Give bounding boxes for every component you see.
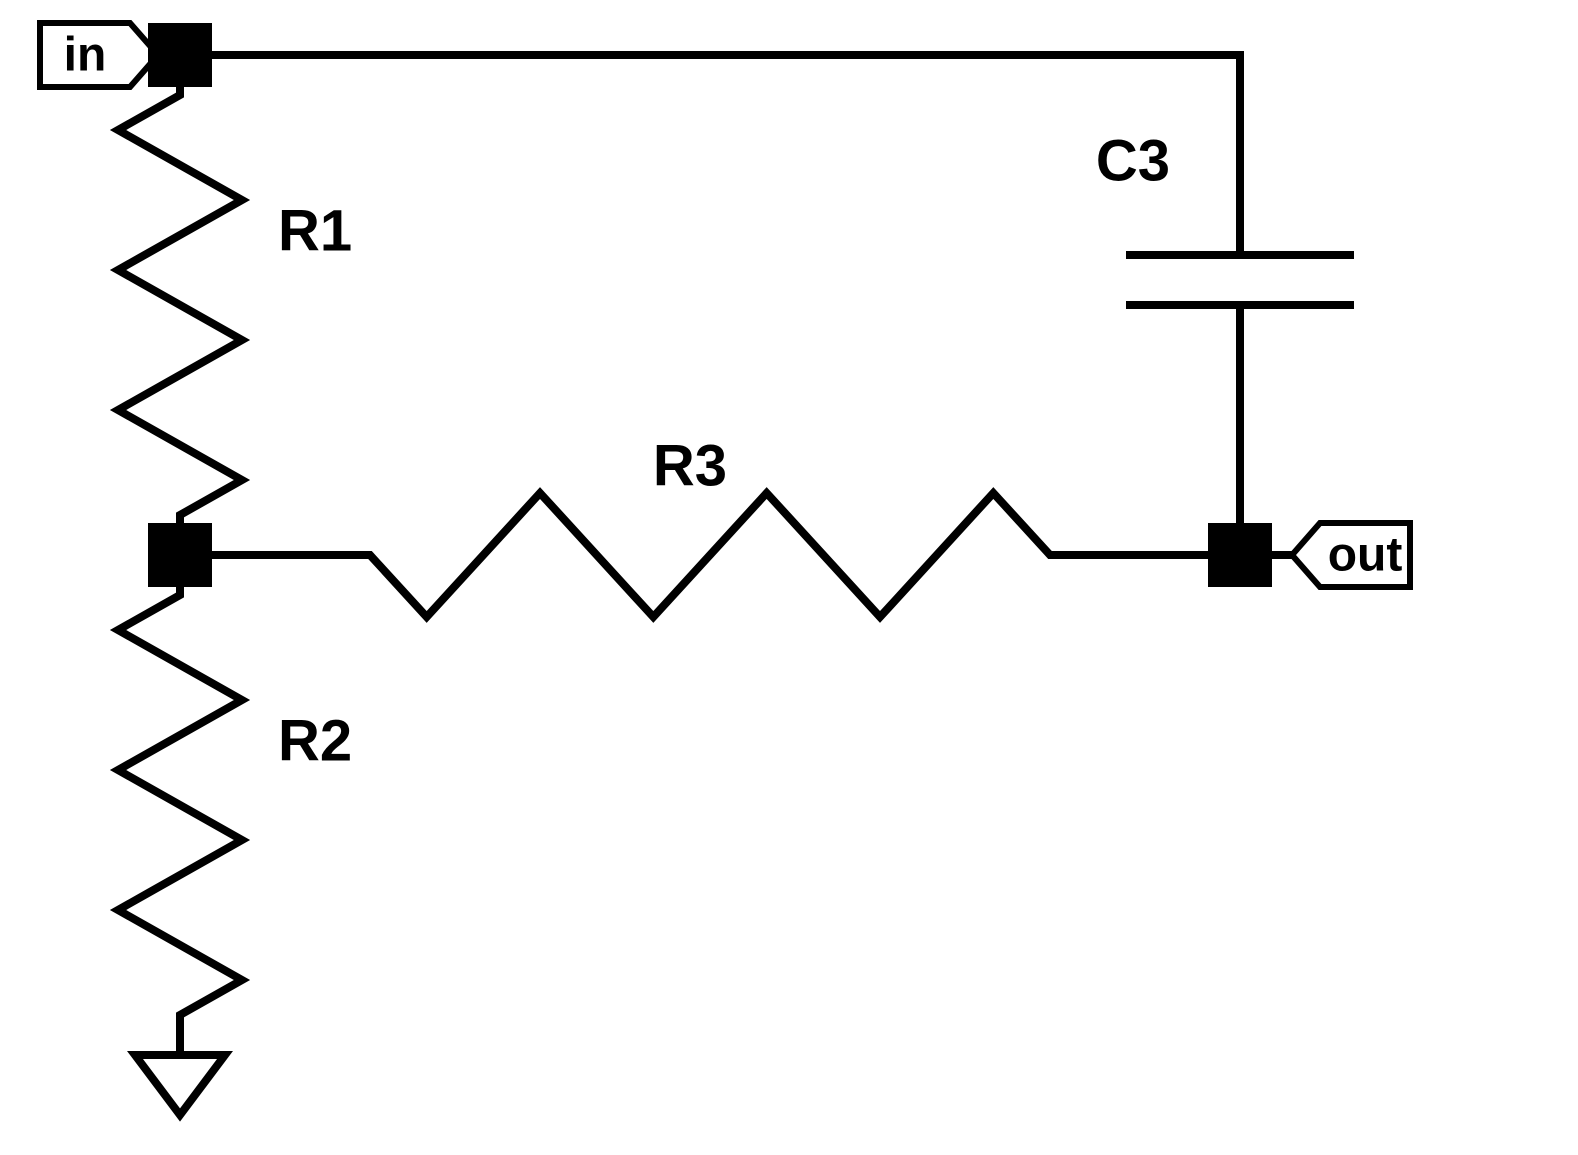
junction-node (1208, 523, 1272, 587)
ground-icon (135, 1055, 225, 1115)
junction-node (148, 523, 212, 587)
junction-node (148, 23, 212, 87)
port-in-label: in (64, 29, 107, 82)
circuit-schematic: R1 R2 R3 C3 in out (0, 0, 1578, 1155)
label-c3: C3 (1096, 128, 1170, 193)
resistor-r3 (180, 493, 1240, 617)
label-r1: R1 (278, 198, 352, 263)
resistor-r1 (118, 55, 242, 555)
port-out-label: out (1328, 529, 1403, 582)
label-r3: R3 (653, 433, 727, 498)
resistor-r2 (118, 555, 242, 1055)
label-r2: R2 (278, 708, 352, 773)
